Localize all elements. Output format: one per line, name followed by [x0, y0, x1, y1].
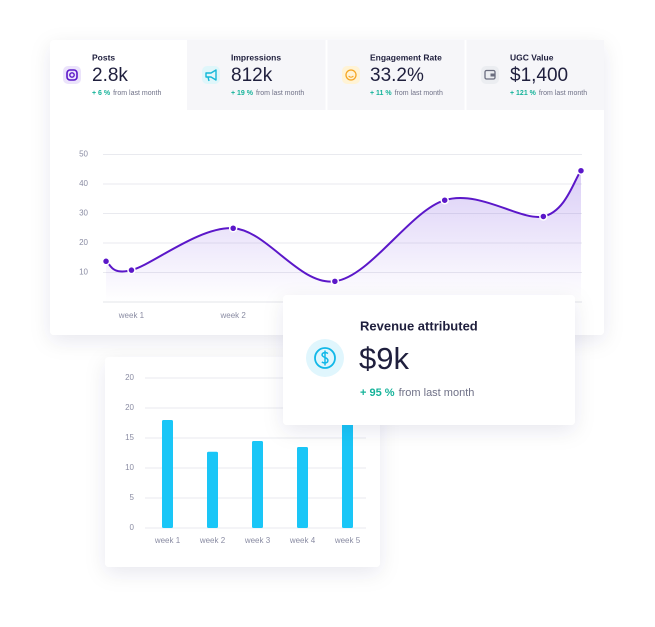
x-tick-label: week 1 — [154, 536, 181, 545]
instagram-icon — [69, 72, 75, 78]
point — [576, 166, 586, 175]
y-tick-label: 10 — [125, 463, 134, 472]
x-tick-label: week 3 — [244, 536, 271, 545]
line-area — [106, 170, 581, 302]
icon-bg — [63, 66, 81, 84]
tab-bar — [187, 40, 604, 110]
y-tick-label: 20 — [79, 238, 88, 247]
bar — [297, 447, 308, 528]
point — [539, 212, 548, 221]
bar — [207, 451, 218, 528]
revenue-note: from last month — [399, 387, 475, 399]
y-tick-label: 5 — [130, 493, 135, 502]
point — [228, 224, 238, 233]
revenue-value: $9k — [359, 341, 409, 376]
kpi-change: + 19 % — [231, 90, 254, 97]
revenue-change: + 95 % — [360, 387, 395, 399]
megaphone-icon — [205, 69, 217, 82]
smile-icon — [348, 75, 354, 78]
point — [330, 277, 340, 286]
revenue-change-line: + 95 % from last month — [360, 387, 474, 399]
instagram-icon — [66, 69, 78, 81]
y-tick-label: 0 — [130, 523, 135, 532]
y-tick-label: 40 — [79, 179, 88, 188]
dollar-icon — [314, 347, 336, 369]
x-tick-label: week 1 — [118, 311, 145, 320]
kpi-label: Impressions — [231, 52, 281, 62]
kpi-value: 812k — [231, 65, 273, 86]
point — [101, 257, 111, 266]
y-tick-label: 20 — [125, 403, 134, 412]
kpi-note: from last month — [395, 90, 443, 97]
kpi-change-line: + 19 % from last month — [231, 90, 304, 97]
y-tick-label: 10 — [79, 268, 88, 277]
point — [440, 195, 449, 205]
icon-bg — [202, 66, 220, 84]
kpi-change: + 121 % — [510, 90, 537, 97]
kpi-change: + 11 % — [370, 90, 392, 97]
revenue-label: Revenue attributed — [360, 318, 478, 333]
kpi-change-line: + 11 % from last month — [370, 90, 443, 97]
icon-bg — [481, 66, 499, 84]
icon-bg — [342, 66, 360, 84]
kpi-label: UGC Value — [510, 52, 554, 62]
y-tick-label: 50 — [79, 150, 88, 159]
wallet-icon — [490, 73, 495, 77]
x-tick-label: week 4 — [289, 536, 316, 545]
x-tick-label: week 2 — [219, 311, 246, 320]
point — [127, 265, 136, 275]
y-tick-label: 15 — [125, 433, 134, 442]
kpi-change-line: + 121 % from last month — [510, 90, 587, 97]
dollar-icon — [321, 350, 329, 366]
kpi-value: 2.8k — [92, 65, 128, 86]
kpi-label: Engagement Rate — [370, 52, 442, 62]
kpi-note: from last month — [539, 90, 587, 97]
revenue-card: Revenue attributed $9k + 95 % from last m… — [283, 295, 575, 425]
kpi-value: $1,400 — [510, 65, 568, 86]
bar — [252, 441, 263, 528]
x-tick-label: week 5 — [334, 536, 361, 545]
kpi-label: Posts — [92, 52, 115, 62]
x-tick-label: week 2 — [199, 536, 226, 545]
y-tick-label: 30 — [79, 209, 88, 218]
kpi-change: + 6 % — [92, 90, 111, 97]
kpi-note: from last month — [256, 90, 304, 97]
y-tick-label: 20 — [125, 373, 134, 382]
kpi-note: from last month — [113, 90, 161, 97]
kpi-change-line: + 6 % from last month — [92, 90, 161, 97]
bar-chart: 0 5 10 15 20 20 week 1 week 2 week 3 week 4 week 5 — [125, 373, 366, 545]
bar — [342, 420, 353, 528]
card — [283, 295, 575, 425]
kpi-value: 33.2% — [370, 65, 424, 86]
bar — [162, 420, 173, 528]
smile-icon — [345, 69, 357, 81]
